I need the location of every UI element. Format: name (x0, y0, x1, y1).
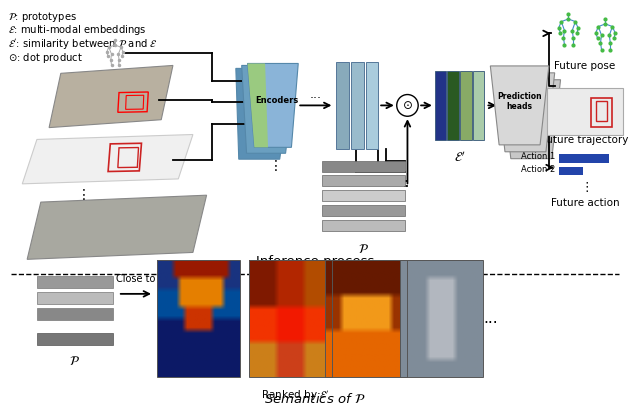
Bar (157, 260, 240, 377)
Polygon shape (502, 80, 561, 159)
Bar (322, 160, 405, 171)
Polygon shape (242, 65, 296, 153)
Polygon shape (49, 65, 173, 128)
Bar (559, 167, 583, 176)
Text: $\mathcal{P}$: prototypes: $\mathcal{P}$: prototypes (8, 10, 77, 24)
Bar (365, 62, 378, 149)
Text: Future trajectory: Future trajectory (541, 135, 628, 145)
Text: Prediction
heads: Prediction heads (497, 92, 542, 111)
Text: $\mathcal{E}$: multi-modal embeddings: $\mathcal{E}$: multi-modal embeddings (8, 23, 147, 37)
Polygon shape (22, 134, 193, 184)
Text: Future pose: Future pose (554, 61, 616, 71)
Text: Inference process: Inference process (255, 255, 374, 268)
Text: $\vdots$: $\vdots$ (76, 187, 86, 202)
Polygon shape (236, 68, 292, 159)
Text: Close to: Close to (116, 274, 156, 284)
Bar (37, 292, 113, 304)
Polygon shape (27, 195, 207, 259)
Text: $\odot$: dot product: $\odot$: dot product (8, 51, 83, 65)
Text: $\mathcal{P}$: $\mathcal{P}$ (70, 355, 81, 368)
Polygon shape (496, 73, 555, 152)
Bar (399, 260, 483, 377)
Text: Future action: Future action (550, 198, 620, 208)
Bar (559, 154, 609, 163)
Bar (322, 205, 405, 216)
Polygon shape (248, 63, 268, 147)
Text: $\vdots$: $\vdots$ (580, 180, 589, 194)
Bar (336, 62, 349, 149)
Text: Action 1: Action 1 (522, 152, 556, 161)
Bar (322, 220, 405, 231)
Bar (351, 62, 364, 149)
Bar (547, 88, 623, 135)
Bar (473, 71, 484, 140)
Text: $\mathcal{P}$: $\mathcal{P}$ (358, 243, 369, 256)
Circle shape (397, 95, 418, 116)
Bar (322, 176, 405, 186)
Bar (37, 276, 113, 288)
Text: ...: ... (310, 88, 322, 101)
Text: $\mathcal{E}$: $\mathcal{E}$ (351, 160, 360, 173)
Bar (460, 71, 472, 140)
Text: $\mathcal{E}'$: similarity between $\mathcal{P}$ and $\mathcal{E}$: $\mathcal{E}'$: similarity between $\mat… (8, 37, 157, 51)
Text: $\vdots$: $\vdots$ (71, 308, 79, 321)
Bar (322, 190, 405, 201)
Bar (324, 260, 408, 377)
Bar (250, 260, 332, 377)
Text: $\mathcal{E}'$: $\mathcal{E}'$ (454, 150, 466, 165)
Text: $\vdots$: $\vdots$ (268, 158, 278, 173)
Text: Semantics of $\mathcal{P}$: Semantics of $\mathcal{P}$ (264, 392, 365, 406)
Polygon shape (490, 66, 549, 145)
Text: ...: ... (483, 311, 498, 326)
Polygon shape (248, 63, 298, 147)
Bar (591, 98, 612, 127)
Text: Ranked by $\mathcal{E}'$: Ranked by $\mathcal{E}'$ (261, 388, 330, 403)
Bar (435, 71, 447, 140)
Bar (596, 101, 607, 121)
Text: Encoders: Encoders (255, 96, 298, 105)
Bar (37, 308, 113, 320)
Text: $\odot$: $\odot$ (402, 99, 413, 112)
Bar (447, 71, 459, 140)
Bar (37, 334, 113, 345)
Text: Action 2: Action 2 (522, 165, 556, 174)
